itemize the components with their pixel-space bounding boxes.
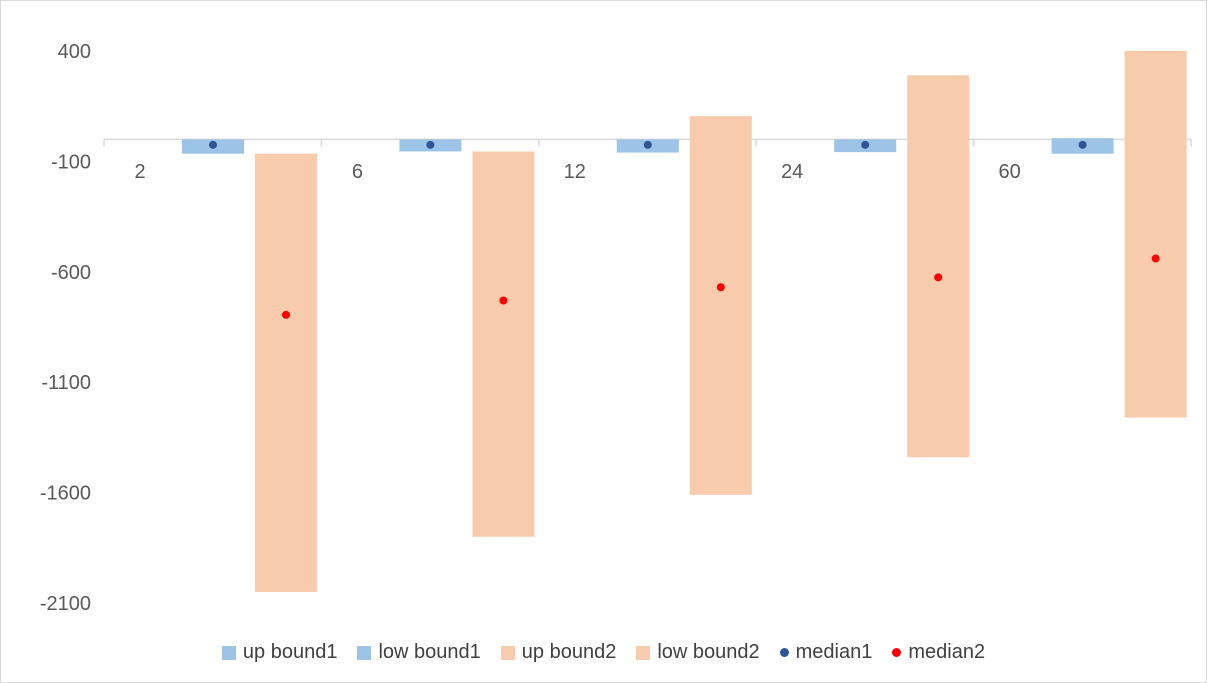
legend-bar-swatch bbox=[357, 645, 372, 660]
legend-marker-swatch bbox=[892, 648, 902, 657]
legend-item: median2 bbox=[892, 641, 985, 664]
median1-point bbox=[1078, 140, 1087, 149]
legend-label: low bound2 bbox=[657, 641, 760, 663]
x-tick-label: 60 bbox=[998, 161, 1020, 183]
y-tick-label: 400 bbox=[58, 41, 91, 63]
legend-label: up bound1 bbox=[242, 641, 338, 663]
median1-point bbox=[209, 140, 217, 149]
legend-label: up bound2 bbox=[521, 641, 617, 663]
range-bar-2 bbox=[255, 153, 317, 592]
y-tick-label: -600 bbox=[51, 262, 91, 284]
range-bar-2 bbox=[472, 151, 535, 537]
range-bar-2 bbox=[907, 75, 970, 458]
median2-point bbox=[716, 283, 725, 292]
legend-bar-swatch bbox=[636, 645, 651, 660]
legend-item: median1 bbox=[779, 641, 873, 664]
legend-item: low bound2 bbox=[636, 641, 760, 664]
legend-item: up bound1 bbox=[221, 641, 338, 664]
y-tick-label: -2100 bbox=[40, 593, 91, 615]
median2-point bbox=[282, 310, 290, 319]
median1-point bbox=[861, 140, 870, 149]
x-tick-label: 2 bbox=[134, 161, 145, 183]
legend-bar-swatch bbox=[221, 645, 236, 660]
median2-point bbox=[1151, 254, 1160, 263]
x-tick-label: 24 bbox=[781, 161, 803, 183]
legend-marker-swatch bbox=[779, 648, 789, 657]
x-tick-label: 12 bbox=[564, 161, 586, 183]
x-tick-label: 6 bbox=[352, 161, 363, 183]
legend-label: median2 bbox=[908, 641, 986, 663]
legend-item: up bound2 bbox=[500, 641, 617, 664]
median1-point bbox=[426, 140, 435, 149]
range-bar-2 bbox=[689, 116, 752, 495]
legend-label: median1 bbox=[795, 641, 873, 663]
chart-plot: 400 -100 -600 -1100 -1600 -2100 2 6 12 24 60 bbox=[40, 41, 1192, 615]
y-tick-label: -1600 bbox=[40, 483, 91, 505]
legend-item: low bound1 bbox=[357, 641, 481, 664]
median2-point bbox=[934, 273, 943, 282]
range-bar-2 bbox=[1124, 51, 1187, 418]
median1-point bbox=[643, 140, 652, 149]
legend-bar-swatch bbox=[500, 645, 515, 660]
y-tick-label: -1100 bbox=[41, 372, 91, 394]
median2-point bbox=[499, 296, 508, 305]
legend-label: low bound1 bbox=[378, 641, 481, 663]
chart-legend: up bound1 low bound1 up bound2 low bound2 me… bbox=[0, 641, 1207, 664]
y-tick-label: -100 bbox=[51, 151, 91, 173]
